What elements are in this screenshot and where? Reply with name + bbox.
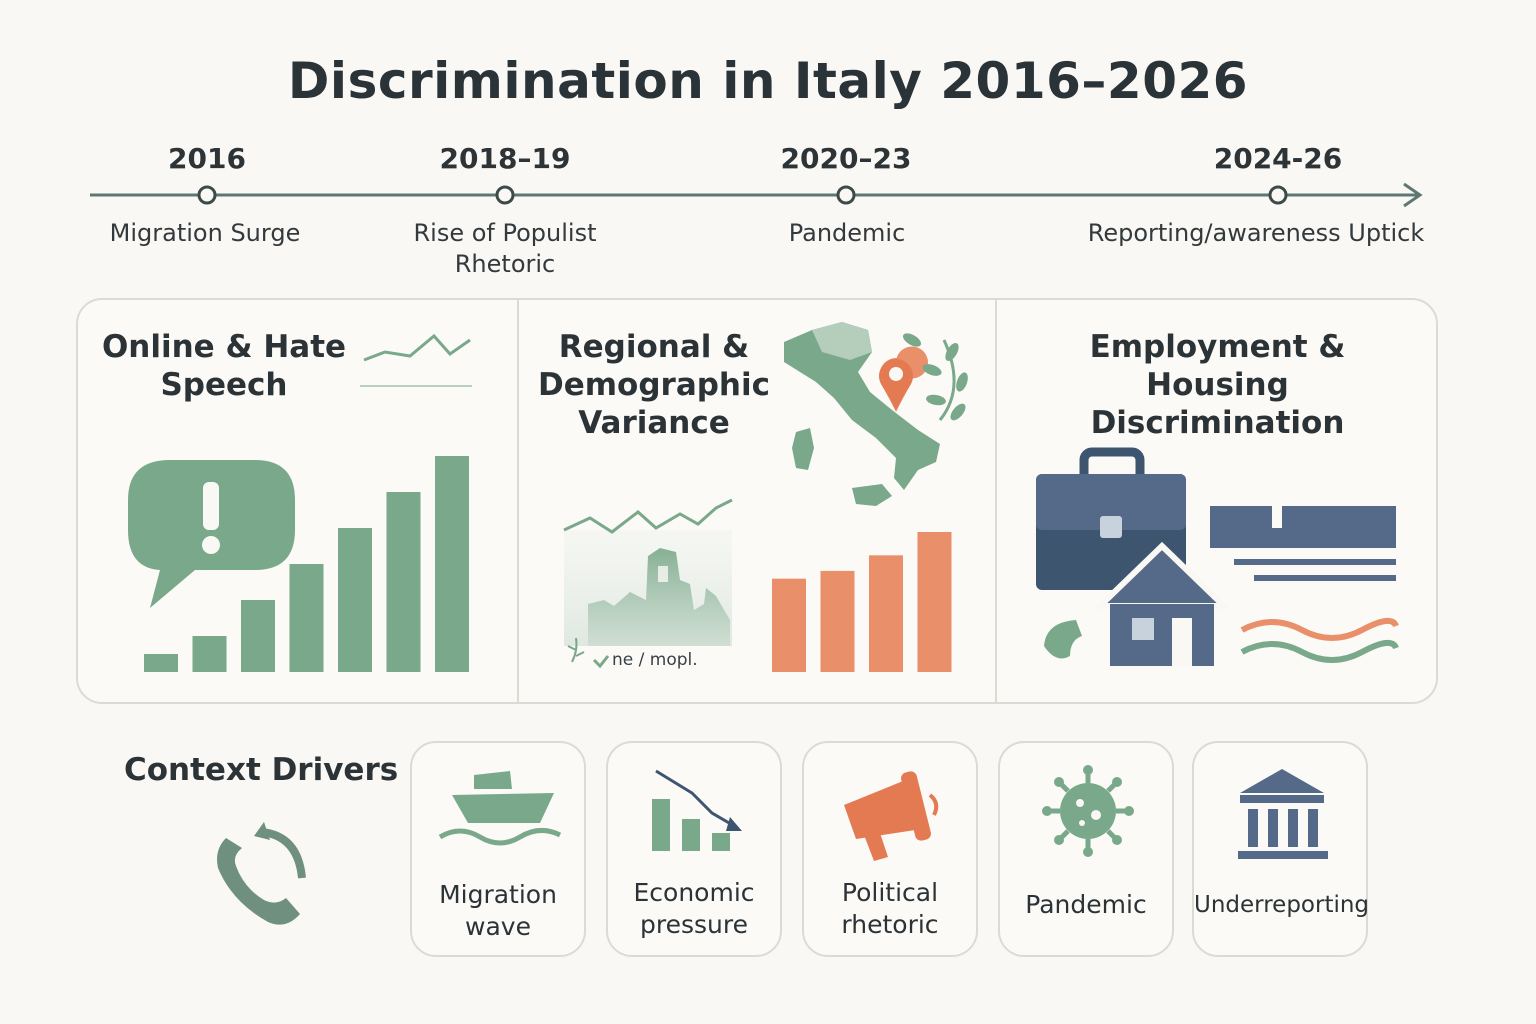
panel-divider <box>995 300 997 704</box>
panel-title-employment: Employment & Housing Discrimination <box>1089 329 1346 441</box>
regional-bar-1 <box>772 578 806 672</box>
online-bar-4 <box>289 564 324 672</box>
timeline <box>90 182 1423 208</box>
timeline-year-3: 2020–23 <box>780 142 912 175</box>
timeline-label-3: Pandemic <box>788 219 906 247</box>
timeline-year-1: 2016 <box>168 142 246 175</box>
declining-bars-icon <box>652 769 742 851</box>
sprout-icon <box>567 637 585 663</box>
driver-label: Underreporting <box>1194 892 1370 918</box>
online-bar-1 <box>144 654 178 672</box>
regional-bars <box>772 532 952 672</box>
panel-title-online-hate: Online & Hate Speech <box>101 329 347 403</box>
page-title: Discrimination in Italy 2016–2026 <box>287 52 1249 110</box>
timeline-marker-2024-26 <box>1268 185 1288 205</box>
driver-label: Migration wave <box>439 880 557 941</box>
map-tag-text: ne / mopl. <box>612 650 698 670</box>
driver-card-migration[interactable]: Migration wave <box>410 741 586 957</box>
trend-line-icon <box>363 333 471 362</box>
driver-label: Political rhetoric <box>841 878 939 939</box>
megaphone-icon <box>844 771 939 861</box>
context-drivers-title: Context Drivers <box>124 752 399 788</box>
timeline-marker-2016 <box>197 185 217 205</box>
check-icon <box>592 655 610 669</box>
online-hate-bars <box>144 456 469 672</box>
leaf-icon <box>1044 620 1082 659</box>
online-bar-5 <box>338 528 372 672</box>
driver-card-pandemic[interactable]: Pandemic <box>998 741 1174 957</box>
regional-trend-line <box>563 498 733 534</box>
panel-title-regional: Regional & Demographic Variance <box>537 329 770 441</box>
institution-icon <box>1238 769 1328 859</box>
driver-label: Economic pressure <box>633 878 755 939</box>
regional-bar-2 <box>820 570 855 672</box>
online-bar-7 <box>435 456 469 672</box>
regional-bar-4 <box>917 532 952 672</box>
timeline-year-2: 2018–19 <box>439 142 571 175</box>
timeline-year-4: 2024-26 <box>1213 142 1343 175</box>
window <box>658 566 668 582</box>
timeline-label-1: Migration Surge <box>109 219 301 247</box>
location-pin-icon <box>878 346 928 412</box>
city-skyline-icon <box>588 548 730 646</box>
alert-speech-bubble-icon <box>128 460 295 608</box>
timeline-arrow-icon <box>1403 182 1423 208</box>
timeline-label-2: Rise of Populist Rhetoric <box>413 219 597 278</box>
online-bar-6 <box>386 492 421 672</box>
italy-map-icon <box>784 322 940 506</box>
online-bar-2 <box>192 636 227 672</box>
panel-divider <box>517 300 519 704</box>
virus-icon <box>1042 765 1134 857</box>
wave-green <box>1240 639 1399 663</box>
timeline-marker-2020-23 <box>836 185 856 205</box>
ship-icon <box>438 771 562 846</box>
timeline-marker-2018-19 <box>495 185 515 205</box>
driver-card-economic[interactable]: Economic pressure <box>606 741 782 957</box>
house-icon <box>1092 541 1232 666</box>
wave-orange <box>1240 617 1399 641</box>
driver-label: Pandemic <box>1025 890 1147 919</box>
driver-card-underreporting[interactable]: Underreporting <box>1192 741 1370 957</box>
driver-card-political[interactable]: Political rhetoric <box>802 741 978 957</box>
online-bar-3 <box>241 600 275 672</box>
regional-bar-3 <box>869 555 903 672</box>
laurel-branch-icon <box>902 333 968 421</box>
timeline-label-4: Reporting/awareness Uptick <box>1087 219 1425 247</box>
building-slab-icon <box>1210 506 1396 581</box>
